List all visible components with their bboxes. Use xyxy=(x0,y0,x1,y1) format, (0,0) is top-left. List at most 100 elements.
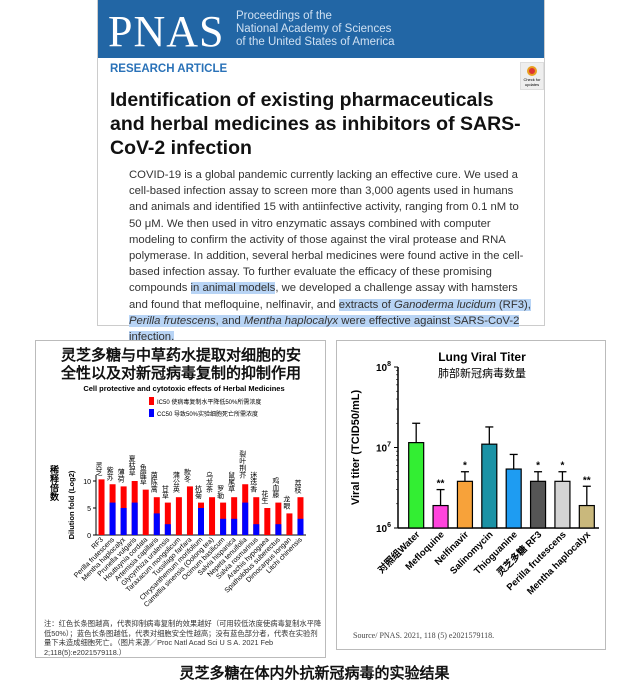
herbal-chart-panel: 灵芝多糖与中草药水提取对细胞的安全性以及对新冠病毒复制的抑制作用 Cell pr… xyxy=(35,340,326,658)
abstract-segment: Mentha haplocalyx xyxy=(243,314,339,327)
bar-label-cn: 迷迭香 xyxy=(250,470,258,493)
significance-mark: * xyxy=(560,461,564,472)
pnas-header: PNAS Proceedings of the National Academy… xyxy=(98,0,544,58)
ic50-bar xyxy=(164,502,171,535)
bar-label-cn: 龙眼 xyxy=(283,495,291,511)
y-tick-label: 0 xyxy=(87,533,91,540)
bar-label-cn: 裂叶荆芥 xyxy=(239,449,247,479)
abstract-segment: (RF3), xyxy=(495,298,531,311)
bar-label-cn: 甘草 xyxy=(161,484,169,500)
cc50-bar xyxy=(220,518,227,535)
tagline-line: of the United States of America xyxy=(236,36,395,48)
legend-swatch xyxy=(149,409,154,417)
ic50-bar xyxy=(297,497,304,535)
significance-mark: * xyxy=(463,461,467,472)
abstract-segment: , and xyxy=(215,314,244,327)
titer-bar xyxy=(505,468,522,529)
abstract-segment: extracts of xyxy=(338,298,395,311)
chart-title: Lung Viral Titer xyxy=(438,350,526,364)
herbal-bar-chart: Cell protective and cytotoxic effects of… xyxy=(49,384,306,609)
ic50-bar xyxy=(142,489,149,535)
badge-text: Check for updates xyxy=(523,77,541,87)
titer-bar xyxy=(456,480,474,529)
cc50-bar xyxy=(231,518,238,535)
ic50-bar xyxy=(264,508,271,535)
bar-label-cn: 蒲公英 xyxy=(172,470,180,493)
herbal-chart-cn-title: 灵芝多糖与中草药水提取对细胞的安全性以及对新冠病毒复制的抑制作用 xyxy=(60,347,301,382)
bar-label-cn: 茵陈蒿 xyxy=(150,470,158,493)
significance-mark: ** xyxy=(437,479,445,490)
titer-bar xyxy=(408,442,425,529)
abstract-segment: in animal models xyxy=(190,282,276,295)
tagline-line: National Academy of Sciences xyxy=(236,23,392,35)
cc50-bar xyxy=(297,518,304,535)
titer-bar xyxy=(554,480,571,529)
bar-label-cn: 灵芝 xyxy=(95,461,103,476)
viral-titer-chart: Lung Viral Titer 肺部新冠病毒数量 106 107 108 Viral t… xyxy=(350,350,599,597)
bar-label-cn: 乌龙茶 xyxy=(206,470,214,492)
pnas-logo: PNAS xyxy=(108,7,225,56)
bar-label-cn: 款冬 xyxy=(183,468,191,484)
abstract-segment: COVID-19 is a global pandemic currently … xyxy=(129,169,524,295)
cc50-bar xyxy=(120,508,127,535)
article-title: Identification of existing pharmaceutica… xyxy=(110,89,521,159)
titer-bar xyxy=(529,480,547,529)
cc50-bar xyxy=(153,513,160,535)
y-tick-label: 108 xyxy=(376,361,391,374)
herbal-chart-note: 注：红色长条图越高，代表抑制病毒复制的效果越好（可用较低浓度使病毒复制水平降低5… xyxy=(44,619,322,657)
bar-label-cn: 花生 xyxy=(261,489,269,504)
cc50-bar xyxy=(253,524,260,535)
y-axis-label: Dilution fold (Log2) xyxy=(67,470,76,539)
cc50-bar xyxy=(109,502,116,535)
bar-label-cn: 夏枯草 xyxy=(128,455,136,477)
titer-bar xyxy=(578,504,595,529)
figure-caption: 灵芝多糖在体内外抗新冠病毒的实验结果 xyxy=(179,666,450,682)
titer-bar xyxy=(432,504,449,529)
pnas-tagline: Proceedings of the National Academy of S… xyxy=(236,10,395,49)
significance-mark: ** xyxy=(583,475,591,486)
y-tick-label: 5 xyxy=(87,506,91,513)
cc50-bar xyxy=(164,524,171,535)
update-icon xyxy=(527,66,537,76)
y-tick-label: 10 xyxy=(83,479,91,486)
ic50-bar xyxy=(98,479,105,535)
cc50-bar xyxy=(242,502,249,535)
bar-label-cn: 罗勒 xyxy=(217,485,225,500)
ic50-bar xyxy=(275,502,282,535)
legend-swatch xyxy=(149,397,154,405)
section-label: RESEARCH ARTICLE xyxy=(110,63,228,75)
abstract-segment: Ganoderma lucidum xyxy=(394,298,496,311)
y-tick-label: 106 xyxy=(376,522,391,535)
chart-subtitle: 肺部新冠病毒数量 xyxy=(438,366,526,380)
ic50-bar xyxy=(253,497,260,535)
legend-label: IC50 使病毒复制水平降低50%所需浓度 xyxy=(157,398,261,406)
abstract-segment: Perilla frutescens xyxy=(129,314,216,327)
viral-titer-panel: Lung Viral Titer 肺部新冠病毒数量 106 107 108 Viral t… xyxy=(336,340,606,650)
cc50-bar xyxy=(198,508,204,535)
ic50-bar xyxy=(220,502,227,535)
abstract-segment: , we developed a challenge assay with ha… xyxy=(129,282,518,311)
bar-label-cn: 荔枝 xyxy=(294,478,302,494)
ic50-bar xyxy=(175,497,182,535)
cc50-bar xyxy=(275,524,282,535)
tagline-line: Proceedings of the xyxy=(236,10,332,22)
ic50-bar xyxy=(286,513,293,535)
bar-label-cn: 薄荷 xyxy=(117,468,125,484)
titer-bar xyxy=(481,443,498,529)
y-tick-label: 107 xyxy=(376,442,391,455)
ic50-bar xyxy=(231,497,238,535)
chart-subtitle: Cell protective and cytotoxic effects of… xyxy=(83,384,284,393)
bar-label-cn: 鼠尾草 xyxy=(228,470,236,493)
y-axis-label: Viral titer (TCID50/mL) xyxy=(350,390,362,506)
abstract: COVID-19 is a global pandemic currently … xyxy=(129,167,534,345)
check-for-updates-badge[interactable]: Check for updates xyxy=(520,62,544,90)
significance-mark: * xyxy=(536,461,540,472)
bar-label-cn: 杭菊 xyxy=(195,484,203,500)
bar-label-cn: 紫苏 xyxy=(106,466,114,481)
bar-label-cn: 鸡血藤 xyxy=(272,476,280,499)
ic50-bar xyxy=(186,486,193,535)
legend-label: CC50 导致50%实验细胞死亡所需浓度 xyxy=(157,410,258,418)
bar-label-cn: 鱼腥草 xyxy=(139,463,147,486)
source-text: Source/ PNAS. 2021, 118 (5) e2021579118. xyxy=(353,631,495,640)
ic50-bar xyxy=(209,497,216,535)
